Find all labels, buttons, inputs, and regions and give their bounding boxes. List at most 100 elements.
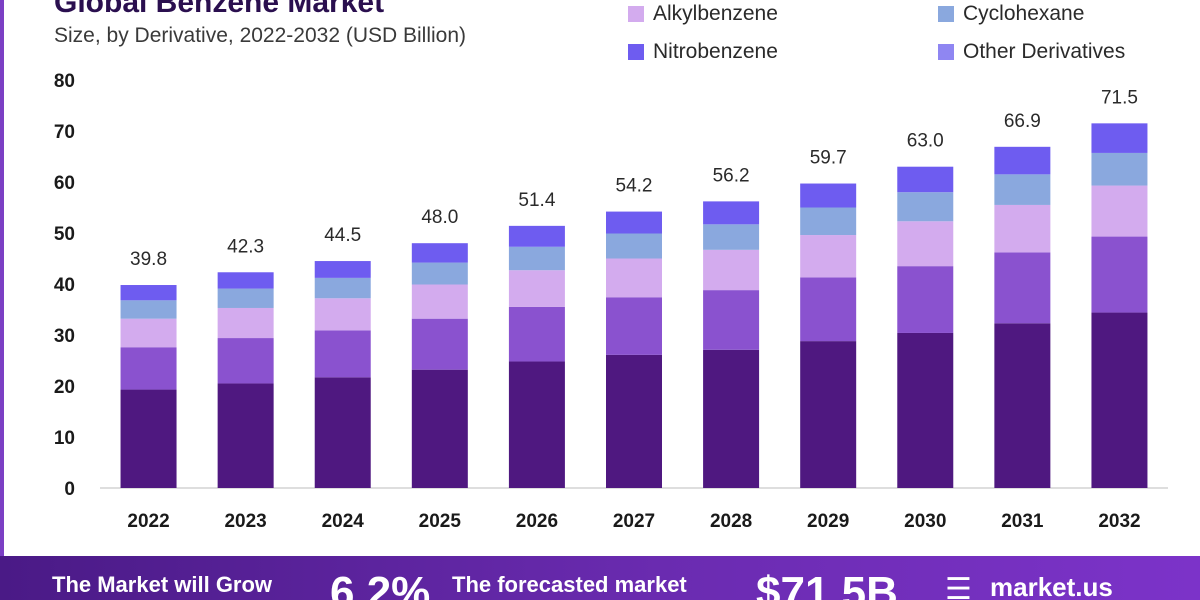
bar-total-label: 48.0 <box>421 207 458 228</box>
bar-segment <box>994 323 1051 488</box>
bar-segment <box>120 389 177 488</box>
bar-segment <box>897 166 954 193</box>
bar-segment <box>217 307 274 339</box>
legend-label: Alkylbenzene <box>653 2 778 25</box>
x-tick-label: 2029 <box>807 511 849 532</box>
bar-segment <box>1091 185 1148 237</box>
chart-legend: Alkylbenzene Cyclohexane Nitrobenzene Ot… <box>628 2 1188 82</box>
bar-segment <box>897 332 954 488</box>
bar-segment <box>994 146 1051 175</box>
x-tick-label: 2023 <box>224 511 266 532</box>
bar-segment <box>120 318 177 348</box>
x-tick-label: 2025 <box>419 511 462 532</box>
x-tick-label: 2032 <box>1098 511 1140 532</box>
bar-segment <box>314 377 371 488</box>
chart-title: Global Benzene Market <box>54 0 385 19</box>
y-tick-label: 80 <box>54 71 75 92</box>
legend-swatch <box>938 44 954 60</box>
y-tick-label: 0 <box>64 479 75 500</box>
bar-segment <box>120 285 177 301</box>
y-tick-label: 70 <box>54 122 75 143</box>
bar-segment <box>703 224 760 250</box>
bar-total-label: 44.5 <box>324 225 361 246</box>
legend-label: Nitrobenzene <box>653 40 778 63</box>
bar-segment <box>1091 152 1148 186</box>
x-tick-label: 2031 <box>1001 511 1044 532</box>
bar-segment <box>411 262 468 285</box>
banner-value: $71.5B <box>756 568 898 600</box>
bar-segment <box>120 347 177 390</box>
bar-total-label: 59.7 <box>810 148 847 169</box>
bar-segment <box>994 204 1051 253</box>
bar-segment <box>411 243 468 263</box>
bar-segment <box>800 207 857 236</box>
bar-segment <box>703 290 760 350</box>
bar-total-label: 42.3 <box>227 236 264 257</box>
banner-grow-text: The Market will Grow <box>52 572 273 597</box>
y-tick-label: 20 <box>54 377 75 398</box>
bar-segment <box>703 201 760 225</box>
y-tick-label: 10 <box>54 428 75 449</box>
legend-item-cyclohexane: Cyclohexane <box>938 2 1084 26</box>
y-tick-label: 50 <box>54 224 75 245</box>
bar-segment <box>897 221 954 267</box>
stacked-bar-chart: 0102030405060708039.8202242.3202344.5202… <box>54 71 1168 532</box>
bar-segment <box>606 297 662 355</box>
bar-segment <box>508 270 565 307</box>
bar-segment <box>1091 236 1148 313</box>
bar-segment <box>606 211 662 234</box>
bar-segment <box>508 361 565 488</box>
bar-segment <box>606 258 662 298</box>
legend-item-alkylbenzene: Alkylbenzene <box>628 2 778 26</box>
bar-segment <box>897 266 954 333</box>
bar-segment <box>800 341 857 488</box>
chart-subtitle: Size, by Derivative, 2022-2032 (USD Bill… <box>54 24 467 47</box>
frame-accent <box>0 0 4 556</box>
bar-segment <box>606 233 662 259</box>
bar-segment <box>314 330 371 378</box>
market-us-logo-icon: ☰ <box>945 573 972 600</box>
bar-segment <box>314 277 371 299</box>
x-tick-label: 2026 <box>516 511 558 532</box>
bar-segment <box>217 383 274 488</box>
bar-segment <box>508 246 565 271</box>
bar-total-label: 39.8 <box>130 249 167 270</box>
y-tick-label: 40 <box>54 275 75 296</box>
legend-swatch <box>938 6 954 22</box>
bar-segment <box>508 225 565 247</box>
bar-total-label: 56.2 <box>713 165 750 186</box>
bar-segment <box>1091 123 1148 153</box>
bar-segment <box>314 298 371 331</box>
bar-segment <box>994 252 1051 324</box>
bar-segment <box>703 249 760 291</box>
banner-cagr: 6.2% <box>330 568 431 600</box>
x-tick-label: 2024 <box>322 511 365 532</box>
bar-total-label: 54.2 <box>616 176 653 197</box>
legend-label: Other Derivatives <box>963 40 1126 63</box>
bar-segment <box>703 349 760 488</box>
bar-total-label: 51.4 <box>518 190 555 211</box>
bar-segment <box>606 354 662 488</box>
x-tick-label: 2030 <box>904 511 946 532</box>
bar-segment <box>800 277 857 342</box>
bar-total-label: 63.0 <box>907 131 944 152</box>
bar-total-label: 66.9 <box>1004 111 1041 132</box>
y-tick-label: 30 <box>54 326 75 347</box>
footer-banner: The Market will Grow 6.2% The forecasted… <box>0 556 1200 600</box>
legend-swatch <box>628 44 644 60</box>
bar-segment <box>800 235 857 278</box>
legend-swatch <box>628 6 644 22</box>
bar-segment <box>508 306 565 362</box>
bar-segment <box>411 318 468 370</box>
bar-segment <box>217 272 274 289</box>
y-tick-label: 60 <box>54 173 75 194</box>
x-tick-label: 2027 <box>613 511 655 532</box>
bar-segment <box>411 284 468 319</box>
bar-segment <box>800 183 857 208</box>
x-tick-label: 2028 <box>710 511 752 532</box>
x-tick-label: 2022 <box>127 511 169 532</box>
bar-segment <box>120 300 177 319</box>
bar-total-label: 71.5 <box>1101 87 1138 108</box>
legend-label: Cyclohexane <box>963 2 1085 25</box>
bar-segment <box>217 288 274 308</box>
